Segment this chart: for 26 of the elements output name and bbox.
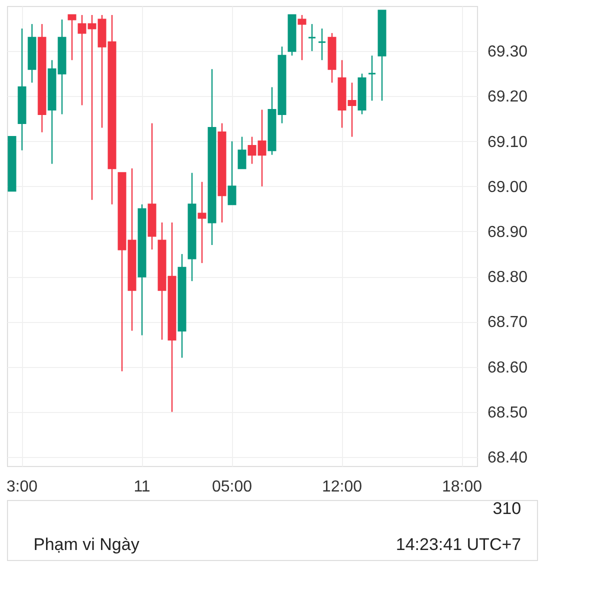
y-tick-label: 69.30 — [488, 44, 528, 61]
y-tick-label: 68.70 — [488, 314, 528, 332]
y-tick-label: 69.20 — [488, 88, 528, 106]
text: 14:23:41 UTC+7 — [396, 535, 522, 554]
y-tick-label: 68.80 — [488, 269, 528, 286]
candlestick — [228, 140, 236, 206]
x-tick-label: 11 — [134, 478, 150, 496]
candlestick — [368, 55, 376, 102]
candlestick — [238, 136, 246, 170]
candlestick — [68, 14, 76, 61]
x-tick-label: 05:00 — [212, 478, 252, 496]
y-tick-label: 69.00 — [488, 178, 528, 196]
y-tick-label: 68.90 — [488, 224, 528, 241]
y-tick-label: 69.10 — [488, 134, 528, 151]
candlestick — [198, 181, 206, 264]
x-tick-label: 18:00 — [442, 478, 482, 496]
candlestick — [298, 14, 306, 61]
text: Phạm vi Ngày — [34, 535, 140, 554]
y-tick-label: 68.50 — [488, 404, 528, 422]
x-tick-label: 12:00 — [322, 478, 362, 496]
y-tick-label: 68.60 — [488, 359, 528, 376]
x-tick-label: 3:00 — [6, 478, 38, 496]
text: 310 — [492, 499, 522, 518]
candlestick — [308, 23, 316, 52]
candlestick — [318, 28, 326, 61]
y-tick-label: 68.40 — [488, 449, 528, 466]
